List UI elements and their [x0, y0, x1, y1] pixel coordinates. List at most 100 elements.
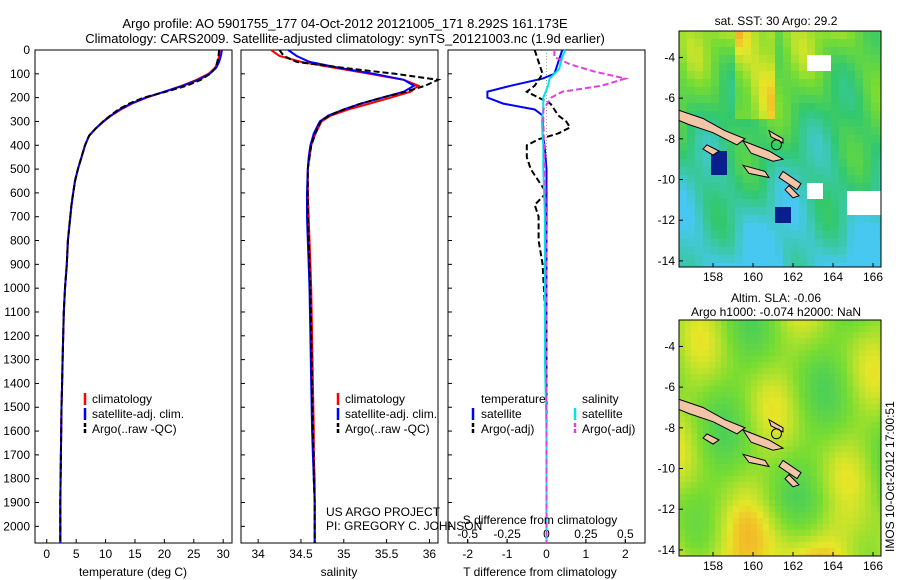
- map-cell: [781, 518, 788, 525]
- map-lat-label: -6: [664, 91, 675, 105]
- map-cell: [759, 175, 768, 184]
- map-cell: [745, 500, 752, 507]
- map-cell: [835, 524, 842, 531]
- map-cell: [721, 458, 728, 465]
- map-cell: [759, 47, 768, 56]
- map-cell: [817, 488, 824, 495]
- map-cell: [679, 255, 688, 264]
- map-cell: [829, 338, 836, 345]
- map-cell: [783, 47, 792, 56]
- map-cell: [715, 482, 722, 489]
- sst-map-frame: [678, 30, 882, 268]
- map-cell: [863, 95, 872, 104]
- map-lon-label: 158: [703, 559, 723, 573]
- map-cell: [685, 554, 692, 556]
- map-cell: [855, 199, 864, 208]
- map-cell: [815, 167, 824, 176]
- map-cell: [739, 500, 746, 507]
- map-cell: [799, 512, 806, 519]
- map-cell: [847, 223, 856, 232]
- map-cell: [863, 71, 872, 80]
- map-cell: [715, 494, 722, 501]
- map-cell: [727, 494, 734, 501]
- map-cell: [823, 350, 830, 357]
- map-cell: [811, 488, 818, 495]
- map-cell: [823, 422, 830, 429]
- map-cell: [807, 79, 816, 88]
- map-cell: [703, 524, 710, 531]
- map-cell: [863, 87, 872, 96]
- map-cell: [863, 183, 872, 192]
- map-cell: [807, 263, 816, 267]
- map-cell: [817, 524, 824, 531]
- map-cell: [745, 362, 752, 369]
- map-lat-label: -12: [658, 502, 676, 516]
- map-cell: [807, 151, 816, 160]
- map-cell: [703, 223, 712, 232]
- map-cell: [709, 518, 716, 525]
- map-cell: [847, 151, 856, 160]
- map-cell: [703, 326, 710, 333]
- map-cell: [829, 548, 836, 555]
- map-cell: [811, 530, 818, 537]
- map-cell: [831, 39, 840, 48]
- map-cell: [823, 530, 830, 537]
- map-cell: [739, 482, 746, 489]
- map-cell: [775, 362, 782, 369]
- map-cell: [793, 506, 800, 513]
- map-cell: [811, 464, 818, 471]
- map-cell: [829, 476, 836, 483]
- map-cell: [817, 440, 824, 447]
- map-cell: [793, 344, 800, 351]
- map-cell: [815, 263, 824, 267]
- map-cell: [799, 404, 806, 411]
- map-cell: [679, 326, 686, 333]
- map-cell: [727, 530, 734, 537]
- map-cell: [711, 63, 720, 72]
- map-cell: [823, 434, 830, 441]
- map-cell: [799, 183, 808, 192]
- map-cell: [855, 63, 864, 72]
- legend-s-argo: Argo(-adj): [582, 422, 635, 436]
- map-cell: [727, 326, 734, 333]
- map-cell: [835, 482, 842, 489]
- map-cell: [865, 542, 872, 549]
- map-cell: [847, 488, 854, 495]
- map-cell: [879, 159, 881, 168]
- map-cell: [739, 338, 746, 345]
- map-cell: [847, 404, 854, 411]
- project-credit: US ARGO PROJECT: [326, 505, 441, 519]
- map-cell: [831, 239, 840, 248]
- map-cell: [687, 247, 696, 256]
- map-cell: [739, 398, 746, 405]
- map-cell: [697, 476, 704, 483]
- map-cell: [703, 63, 712, 72]
- map-cell: [879, 143, 881, 152]
- map-cell: [685, 452, 692, 459]
- map-cell: [775, 167, 784, 176]
- map-cell: [839, 55, 848, 64]
- map-cell: [853, 332, 860, 339]
- map-cell: [847, 518, 854, 525]
- map-cell: [823, 368, 830, 375]
- map-cell: [751, 71, 760, 80]
- map-cell: [841, 386, 848, 393]
- map-cell: [727, 103, 736, 112]
- map-cell: [787, 488, 794, 495]
- map-lon-label: 160: [743, 270, 763, 284]
- map-cell: [735, 79, 744, 88]
- map-cell: [877, 362, 881, 369]
- map-cell: [715, 422, 722, 429]
- map-cell: [841, 404, 848, 411]
- map-cell: [879, 119, 881, 128]
- map-cell: [695, 127, 704, 136]
- map-cell: [823, 524, 830, 531]
- map-cell: [793, 350, 800, 357]
- map-cell: [823, 111, 832, 120]
- map-cell: [697, 458, 704, 465]
- map-cell: [775, 63, 784, 72]
- map-cell: [685, 422, 692, 429]
- map-cell: [805, 548, 812, 555]
- map-cell: [863, 127, 872, 136]
- map-cell: [763, 536, 770, 543]
